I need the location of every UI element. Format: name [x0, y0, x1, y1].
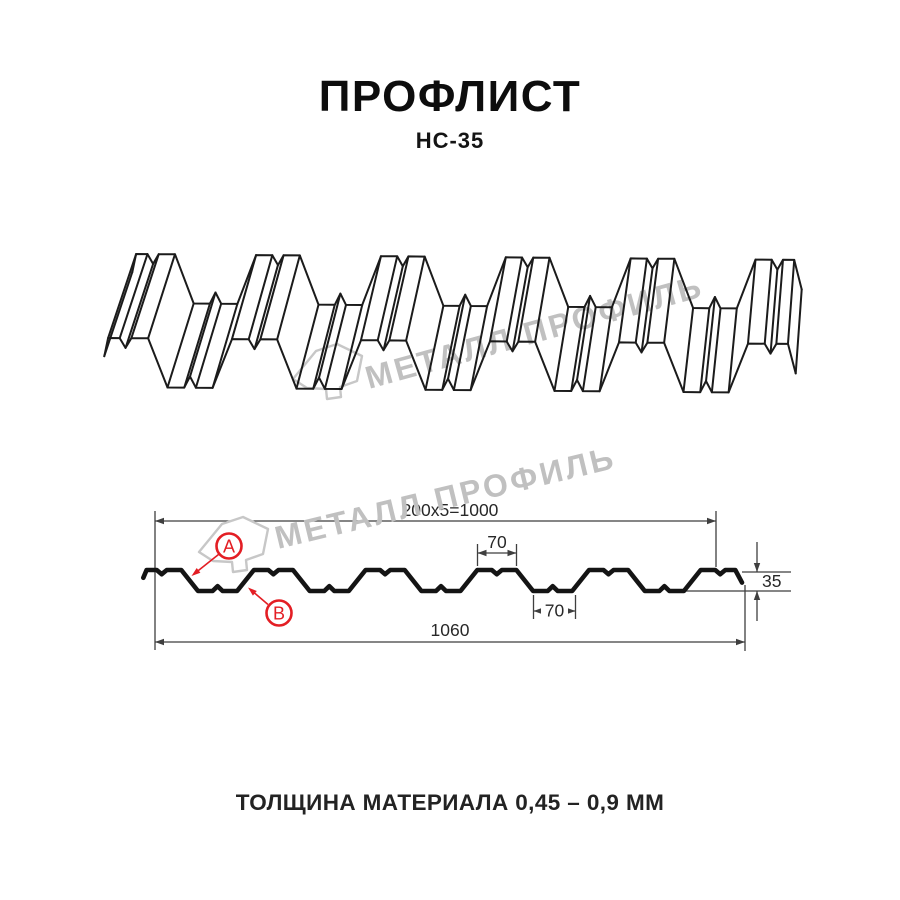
callout-circle-b — [265, 599, 293, 627]
dim-label-height: 35 — [762, 571, 781, 591]
watermark-brand-text: МЕТАЛЛ ПРОФИЛЬ — [271, 439, 619, 556]
material-thickness-note: ТОЛЩИНА МАТЕРИАЛА 0,45 – 0,9 ММ — [235, 790, 665, 815]
dim-label-valley-width: 70 — [545, 601, 565, 621]
callout-annotations: A B — [191, 532, 293, 627]
dim-label-total-width: 1060 — [431, 620, 470, 640]
callout-circle-a — [215, 532, 243, 560]
callout-arrows — [191, 553, 269, 606]
dimension-lines — [154, 511, 791, 651]
callout-letter-b: B — [273, 604, 285, 624]
profile-3d-drawing — [103, 253, 803, 394]
callout-letter-a: A — [223, 537, 235, 557]
dim-label-top-width: 200x5=1000 — [402, 500, 499, 520]
brand-logo-icon — [291, 342, 364, 401]
profile-cross-section — [141, 567, 745, 594]
profile-model-code: НС-35 — [415, 128, 485, 153]
watermark-brand-text: МЕТАЛЛ ПРОФИЛЬ — [361, 268, 707, 396]
brand-logo-icon — [197, 515, 270, 574]
page-title: ПРОФЛИСТ — [318, 72, 582, 121]
watermark-lower: МЕТАЛЛ ПРОФИЛЬ — [197, 439, 619, 574]
dim-label-crest-width: 70 — [487, 532, 507, 552]
